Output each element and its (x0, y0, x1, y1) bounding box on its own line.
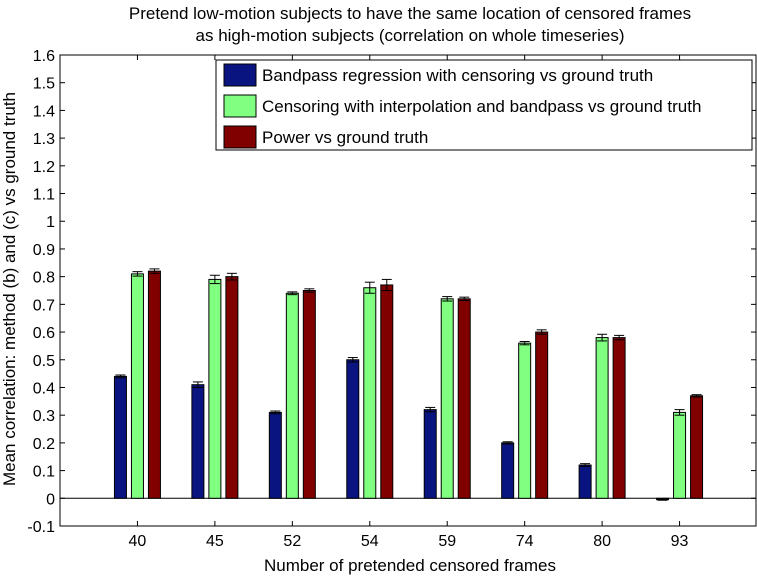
x-tick-label: 40 (129, 533, 147, 550)
bar (612, 337, 626, 499)
y-axis-label: Mean correlation: method (b) and (c) vs … (0, 91, 19, 487)
bar (225, 276, 239, 499)
x-tick-label: 74 (516, 533, 534, 550)
bar (578, 464, 592, 499)
bar (440, 298, 454, 499)
y-tick-label: 0.8 (33, 270, 55, 287)
y-tick-label: -0.1 (27, 519, 55, 536)
bar (208, 278, 222, 499)
y-tick-label: 1.3 (33, 131, 55, 148)
bar (518, 342, 532, 499)
y-tick-label: 1.2 (33, 159, 55, 176)
chart-title-line-1: Pretend low-motion subjects to have the … (128, 4, 692, 23)
chart-title-line-2: as high-motion subjects (correlation on … (195, 26, 625, 45)
plot-frame (59, 54, 757, 527)
legend-swatch (223, 125, 257, 149)
bar (380, 284, 394, 499)
bar (268, 411, 282, 499)
legend-swatch (223, 63, 257, 87)
legend-label: Censoring with interpolation and bandpas… (262, 97, 701, 116)
y-tick-label: 0 (46, 491, 55, 508)
y-tick-label: 1 (46, 214, 55, 231)
bar (113, 375, 127, 499)
bar (457, 298, 471, 499)
y-tick-label: 1.6 (33, 48, 55, 65)
bar (595, 337, 609, 499)
x-tick-label: 54 (361, 533, 379, 550)
y-tick-label: 1.4 (33, 103, 55, 120)
y-tick-label: 0.7 (33, 297, 55, 314)
y-tick-label: 0.3 (33, 408, 55, 425)
bar (302, 290, 316, 499)
x-tick-label: 59 (438, 533, 456, 550)
bar (147, 270, 161, 499)
x-axis-label: Number of pretended censored frames (264, 556, 556, 575)
y-tick-label: 0.9 (33, 242, 55, 259)
y-tick-label: 0.1 (33, 464, 55, 481)
legend-label: Power vs ground truth (262, 128, 428, 147)
bar (191, 384, 205, 499)
bar (535, 331, 549, 499)
x-tick-label: 52 (283, 533, 301, 550)
legend-box (215, 59, 753, 151)
bar (690, 395, 704, 499)
bar (501, 442, 515, 499)
legend-label: Bandpass regression with censoring vs gr… (262, 66, 653, 85)
x-tick-label: 45 (206, 533, 224, 550)
y-tick-label: 0.5 (33, 353, 55, 370)
bar (285, 292, 299, 499)
legend-swatch (223, 94, 257, 118)
y-tick-label: 0.4 (33, 380, 55, 397)
bar (423, 409, 437, 499)
bar (346, 359, 360, 499)
y-tick-label: 1.1 (33, 187, 55, 204)
x-tick-label: 93 (671, 533, 689, 550)
bar (673, 411, 687, 499)
y-tick-label: 1.5 (33, 76, 55, 93)
bar (130, 273, 144, 499)
y-tick-label: 0.6 (33, 325, 55, 342)
bar (363, 287, 377, 499)
x-tick-label: 80 (593, 533, 611, 550)
y-tick-label: 0.2 (33, 436, 55, 453)
